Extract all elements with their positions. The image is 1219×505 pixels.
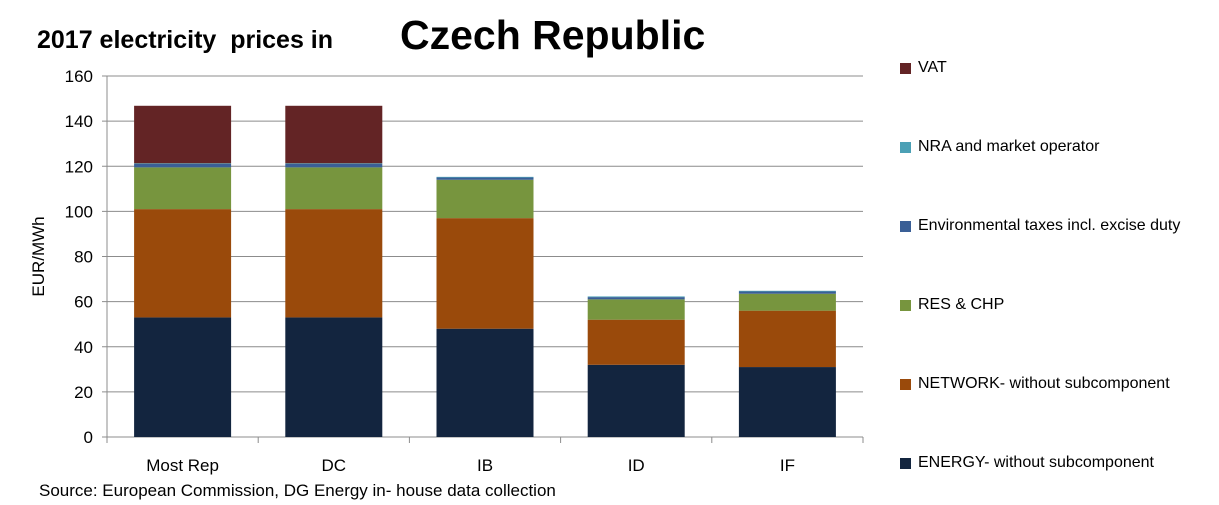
y-tick-label: 160 xyxy=(65,67,93,86)
bar-segment xyxy=(738,367,836,437)
x-tick-label: IB xyxy=(477,456,493,475)
bar-segment xyxy=(587,299,685,320)
bar-segment xyxy=(587,297,685,300)
y-tick-label: 80 xyxy=(74,248,93,267)
bar-segment xyxy=(134,317,232,437)
bar-segment xyxy=(436,176,534,178)
bar-segment xyxy=(436,179,534,219)
bar-segment xyxy=(436,177,534,180)
legend-label: NRA and market operator xyxy=(918,138,1100,155)
y-tick-label: 100 xyxy=(65,202,93,221)
stacked-bar-chart: 0 20 40 60 80 100 120 140 160 EUR/MWh Most Rep DC IB… xyxy=(29,67,864,475)
bar-segment xyxy=(285,105,383,164)
bar-segment xyxy=(285,163,383,164)
chart-legend: VAT NRA and market operator Environmental … xyxy=(900,0,1219,505)
x-tick-label: IF xyxy=(780,456,795,475)
y-tick-label: 0 xyxy=(84,428,93,447)
x-tick-label: Most Rep xyxy=(146,456,219,475)
x-tick-label: ID xyxy=(628,456,645,475)
bar-segment xyxy=(134,163,232,164)
bar-segment xyxy=(134,209,232,318)
legend-label: VAT xyxy=(918,59,947,76)
chart-title: 2017 electricity prices in xyxy=(37,26,334,54)
bar-segment xyxy=(134,167,232,210)
bar-segment xyxy=(436,328,534,437)
bar-segment xyxy=(436,218,534,329)
bar-segment xyxy=(285,163,383,168)
legend-swatch xyxy=(900,141,911,153)
bar-segment xyxy=(738,290,836,292)
legend-label: NETWORK- without subcomponent xyxy=(918,375,1170,392)
legend-item: NRA and market operator xyxy=(900,138,1099,156)
legend-swatch xyxy=(900,299,911,311)
bar-segment xyxy=(587,364,685,437)
bar-segment xyxy=(134,163,232,168)
bar-segment xyxy=(285,167,383,210)
legend-item: NETWORK- without subcomponent xyxy=(900,375,1170,393)
legend-label: Environmental taxes incl. excise duty xyxy=(918,217,1181,234)
legend-item: VAT xyxy=(900,59,947,77)
legend-label: ENERGY- without subcomponent xyxy=(918,454,1154,471)
legend-swatch xyxy=(900,457,911,469)
y-tick-label: 120 xyxy=(65,157,93,176)
y-tick-label: 20 xyxy=(74,383,93,402)
legend-swatch xyxy=(900,62,911,74)
x-tick-label: DC xyxy=(322,456,347,475)
y-tick-label: 60 xyxy=(74,293,93,312)
bar-segment xyxy=(587,296,685,298)
y-axis-label: EUR/MWh xyxy=(29,216,48,296)
bar-segment xyxy=(587,319,685,365)
legend-item: ENERGY- without subcomponent xyxy=(900,454,1154,472)
bar-segment xyxy=(738,310,836,368)
bar-segment xyxy=(738,293,836,311)
legend-item: RES & CHP xyxy=(900,296,1004,314)
bar-segment xyxy=(285,317,383,437)
y-tick-label: 140 xyxy=(65,112,93,131)
legend-swatch xyxy=(900,220,911,232)
legend-swatch xyxy=(900,378,911,390)
bar-segment xyxy=(738,291,836,294)
legend-item: Environmental taxes incl. excise duty xyxy=(900,217,1180,235)
source-note: Source: European Commission, DG Energy i… xyxy=(39,481,556,500)
legend-label: RES & CHP xyxy=(918,296,1005,313)
y-tick-label: 40 xyxy=(74,338,93,357)
bar-segment xyxy=(134,105,232,164)
chart-title-country: Czech Republic xyxy=(400,12,706,58)
bar-segment xyxy=(285,209,383,318)
